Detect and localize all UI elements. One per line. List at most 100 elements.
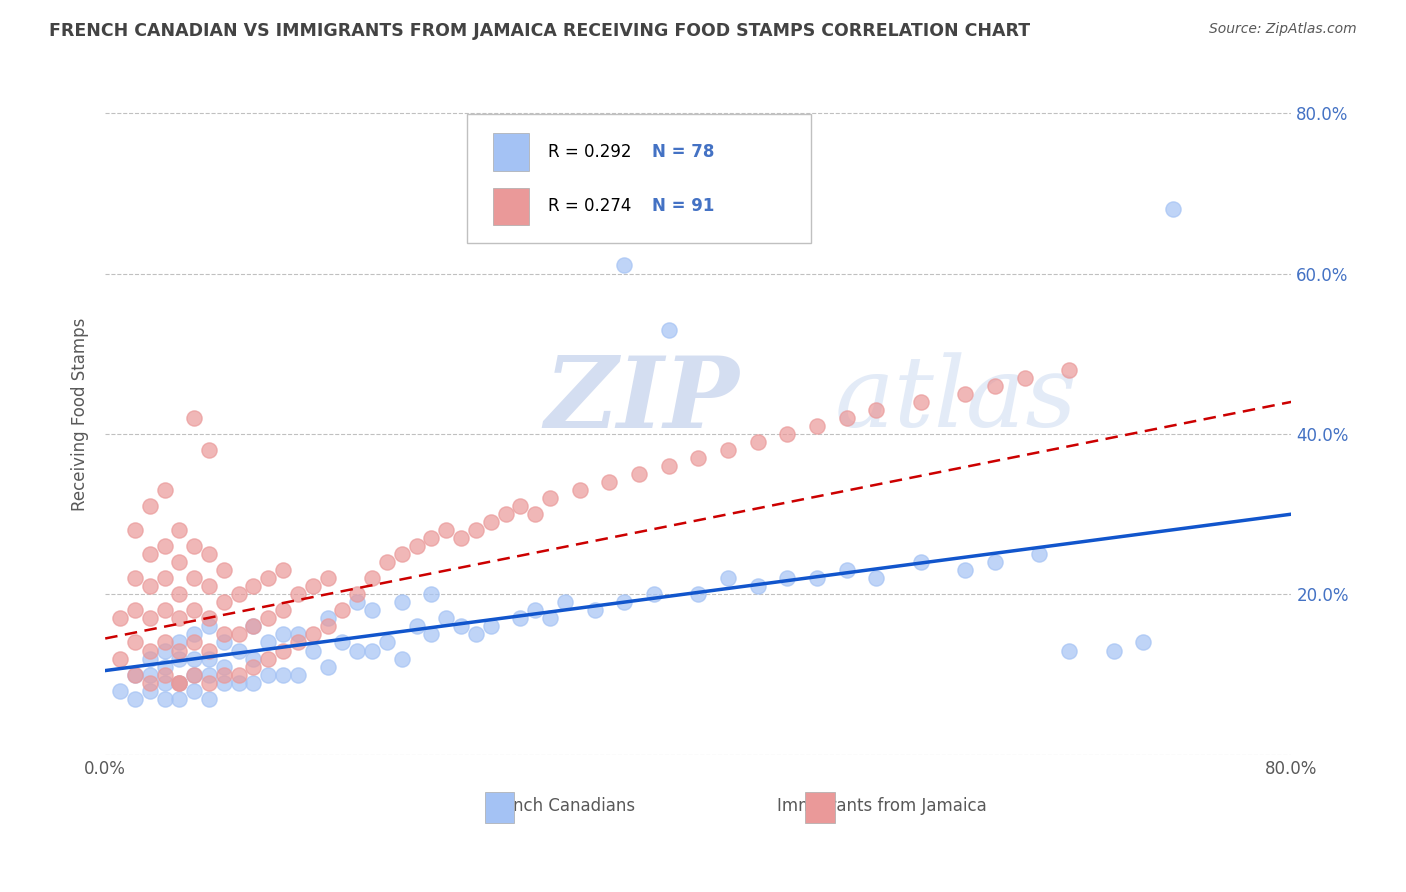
- Point: [242, 651, 264, 665]
- Point: [361, 571, 384, 585]
- FancyBboxPatch shape: [467, 114, 811, 244]
- Point: [169, 675, 191, 690]
- Point: [287, 587, 309, 601]
- Point: [747, 579, 769, 593]
- Point: [984, 379, 1007, 393]
- FancyBboxPatch shape: [494, 133, 529, 170]
- Point: [124, 523, 146, 537]
- Point: [169, 675, 191, 690]
- Point: [212, 659, 235, 673]
- Point: [169, 555, 191, 569]
- Point: [183, 539, 205, 553]
- Point: [124, 571, 146, 585]
- Point: [332, 603, 354, 617]
- Point: [910, 395, 932, 409]
- Point: [108, 651, 131, 665]
- Point: [198, 611, 221, 625]
- Point: [183, 667, 205, 681]
- Point: [287, 667, 309, 681]
- Point: [212, 635, 235, 649]
- Point: [613, 259, 636, 273]
- Point: [242, 579, 264, 593]
- Point: [198, 667, 221, 681]
- Point: [138, 611, 160, 625]
- Point: [1161, 202, 1184, 217]
- Point: [212, 667, 235, 681]
- Point: [212, 675, 235, 690]
- Point: [271, 563, 294, 577]
- Point: [688, 450, 710, 465]
- Point: [257, 571, 280, 585]
- Point: [509, 499, 531, 513]
- Point: [643, 587, 665, 601]
- Point: [1028, 547, 1050, 561]
- Point: [153, 643, 176, 657]
- Point: [450, 531, 472, 545]
- Point: [138, 643, 160, 657]
- Point: [538, 611, 561, 625]
- Text: atlas: atlas: [835, 352, 1077, 448]
- Point: [153, 659, 176, 673]
- Point: [420, 627, 443, 641]
- Point: [271, 603, 294, 617]
- Point: [198, 651, 221, 665]
- Point: [198, 691, 221, 706]
- Point: [271, 627, 294, 641]
- Point: [955, 387, 977, 401]
- Point: [169, 675, 191, 690]
- Point: [138, 547, 160, 561]
- Point: [375, 635, 398, 649]
- Point: [524, 603, 547, 617]
- Point: [183, 683, 205, 698]
- Point: [212, 627, 235, 641]
- Point: [747, 434, 769, 449]
- Point: [806, 418, 828, 433]
- Point: [198, 442, 221, 457]
- Point: [108, 611, 131, 625]
- Point: [835, 563, 858, 577]
- Point: [598, 475, 620, 489]
- Point: [658, 323, 681, 337]
- Point: [391, 547, 413, 561]
- Point: [153, 483, 176, 497]
- Text: R = 0.274: R = 0.274: [548, 197, 631, 215]
- Point: [658, 458, 681, 473]
- Point: [287, 635, 309, 649]
- Text: ZIP: ZIP: [544, 352, 740, 449]
- Point: [271, 667, 294, 681]
- Point: [776, 426, 799, 441]
- Text: French Canadians: French Canadians: [488, 797, 636, 815]
- FancyBboxPatch shape: [806, 792, 835, 823]
- Point: [242, 619, 264, 633]
- Point: [169, 643, 191, 657]
- Point: [717, 571, 740, 585]
- Point: [169, 611, 191, 625]
- Point: [153, 691, 176, 706]
- Point: [212, 563, 235, 577]
- Point: [153, 667, 176, 681]
- Point: [242, 659, 264, 673]
- Point: [198, 643, 221, 657]
- Point: [198, 619, 221, 633]
- Point: [183, 627, 205, 641]
- Point: [361, 603, 384, 617]
- Point: [955, 563, 977, 577]
- FancyBboxPatch shape: [485, 792, 515, 823]
- Point: [1014, 371, 1036, 385]
- Point: [835, 410, 858, 425]
- Point: [228, 667, 250, 681]
- Point: [346, 595, 368, 609]
- Point: [405, 539, 427, 553]
- Point: [583, 603, 606, 617]
- Point: [391, 651, 413, 665]
- Point: [198, 579, 221, 593]
- Point: [169, 523, 191, 537]
- Point: [169, 691, 191, 706]
- Point: [509, 611, 531, 625]
- Point: [524, 507, 547, 521]
- Point: [450, 619, 472, 633]
- Point: [434, 523, 457, 537]
- Point: [688, 587, 710, 601]
- Point: [984, 555, 1007, 569]
- Point: [124, 667, 146, 681]
